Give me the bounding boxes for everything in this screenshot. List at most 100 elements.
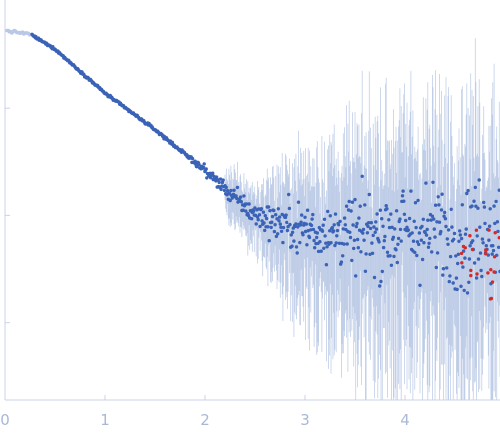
data-point <box>415 253 419 258</box>
data-point <box>345 242 349 246</box>
data-point <box>431 180 435 184</box>
data-point <box>352 246 356 251</box>
data-point <box>341 227 345 231</box>
data-point <box>455 287 459 292</box>
data-point <box>387 218 391 222</box>
data-point <box>277 215 282 219</box>
data-point <box>324 263 329 267</box>
data-point <box>238 195 243 199</box>
data-point <box>362 238 366 242</box>
data-point <box>456 252 461 256</box>
data-point <box>372 275 377 280</box>
data-point <box>412 219 416 223</box>
data-point <box>441 267 446 271</box>
data-point <box>480 274 484 279</box>
data-point <box>381 245 386 250</box>
data-point <box>491 244 495 248</box>
data-point <box>426 218 430 222</box>
data-point <box>447 279 451 284</box>
data-point <box>287 206 292 211</box>
data-point <box>443 210 447 215</box>
data-point <box>257 213 262 217</box>
data-point <box>483 221 487 226</box>
data-point <box>430 214 435 218</box>
data-point <box>204 167 208 171</box>
data-point <box>478 251 483 255</box>
data-point <box>315 231 319 235</box>
outlier-point <box>463 246 467 250</box>
data-point <box>418 283 422 287</box>
data-point <box>378 208 383 212</box>
data-point <box>373 230 377 234</box>
data-point <box>444 224 448 229</box>
data-point <box>306 229 310 233</box>
data-point <box>266 225 270 229</box>
data-point <box>328 214 332 218</box>
data-point <box>284 213 288 217</box>
data-point <box>401 189 405 193</box>
data-point <box>465 291 470 295</box>
data-point <box>481 241 485 245</box>
data-point <box>311 227 316 232</box>
x-tick-label: 1 <box>100 411 110 429</box>
data-point <box>404 218 408 223</box>
outlier-point <box>483 252 488 256</box>
data-point <box>473 185 477 190</box>
data-point <box>429 218 433 222</box>
data-point <box>247 202 251 206</box>
data-point <box>222 188 227 193</box>
data-point <box>270 220 274 224</box>
data-point <box>497 188 500 192</box>
data-point <box>452 237 456 241</box>
data-point <box>398 217 402 221</box>
data-point <box>285 228 290 233</box>
data-point <box>216 178 220 182</box>
data-point <box>413 201 418 205</box>
data-point <box>448 274 452 278</box>
data-point <box>371 233 375 238</box>
data-point <box>437 203 441 207</box>
data-point <box>303 229 308 234</box>
data-point <box>402 199 406 203</box>
data-point <box>374 220 378 224</box>
data-point <box>290 244 294 248</box>
data-point <box>350 200 355 204</box>
data-point <box>478 225 482 229</box>
data-point <box>372 225 376 229</box>
data-point <box>394 209 399 213</box>
data-point <box>422 241 426 245</box>
outlier-point <box>484 248 488 252</box>
data-point <box>354 224 358 229</box>
data-point <box>272 208 276 213</box>
data-point <box>325 245 329 249</box>
data-point <box>250 217 254 221</box>
data-point <box>350 258 354 263</box>
data-point <box>476 257 481 261</box>
outlier-point <box>469 268 473 273</box>
data-point <box>456 261 460 266</box>
data-point <box>346 208 351 212</box>
data-point <box>294 222 298 226</box>
data-point <box>435 220 439 224</box>
data-point <box>374 227 379 231</box>
axes <box>4 0 500 401</box>
data-point <box>370 251 375 255</box>
data-point <box>396 242 400 246</box>
data-point <box>298 240 302 245</box>
data-point <box>380 217 384 221</box>
data-point <box>326 209 330 214</box>
data-point <box>486 253 490 257</box>
data-point <box>389 263 394 267</box>
x-tick-label: 4 <box>400 411 410 429</box>
data-point <box>465 191 469 196</box>
outlier-point <box>459 251 464 256</box>
data-point <box>463 256 467 260</box>
data-point <box>450 225 454 229</box>
data-point <box>405 225 409 229</box>
data-point <box>348 230 352 234</box>
outlier-point <box>486 271 490 275</box>
data-point <box>364 252 368 256</box>
data-point <box>392 254 396 259</box>
data-point <box>466 188 470 193</box>
data-point <box>487 238 491 242</box>
